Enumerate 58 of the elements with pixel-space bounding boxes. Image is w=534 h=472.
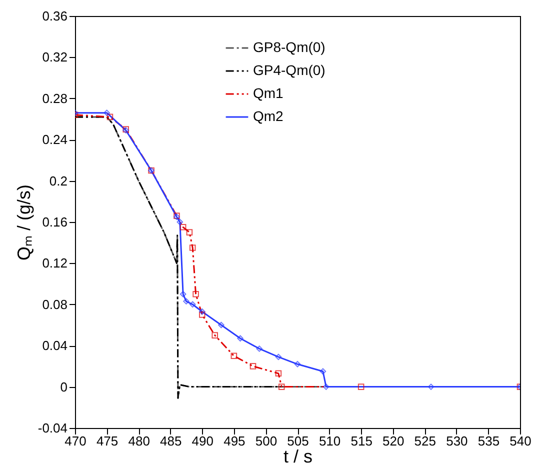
y-tick-label: 0.08 <box>42 296 68 312</box>
x-axis-title: t / s <box>283 446 313 466</box>
point <box>186 229 193 236</box>
x-tick-label: 505 <box>287 434 309 448</box>
point <box>183 298 190 304</box>
point <box>218 322 224 328</box>
x-tick-label: 525 <box>414 434 436 448</box>
x-tick-label: 535 <box>478 434 500 448</box>
legend-label: Qm1 <box>253 85 284 101</box>
legend-label: GP8-Qm(0) <box>253 39 326 55</box>
point <box>192 290 199 298</box>
y-tick-label: 0.28 <box>42 90 68 106</box>
point <box>256 346 263 352</box>
point <box>176 218 184 226</box>
x-tick-label: 500 <box>255 434 278 448</box>
point <box>198 308 206 315</box>
legend-label: Qm2 <box>253 108 284 124</box>
x-tick-label: 490 <box>192 434 214 448</box>
point <box>180 224 186 230</box>
x-tick-label: 530 <box>446 434 468 448</box>
point <box>104 110 110 116</box>
x-tick-label: 510 <box>318 434 341 448</box>
point <box>358 384 364 390</box>
x-tick-label: 520 <box>382 434 404 448</box>
y-tick-label: 0.32 <box>42 50 68 65</box>
x-tick-label: 515 <box>350 434 372 448</box>
point <box>180 290 186 298</box>
point <box>278 384 285 390</box>
point <box>237 335 244 342</box>
point <box>230 352 238 360</box>
x-tick-label: 480 <box>128 434 150 448</box>
point <box>322 384 330 390</box>
point <box>250 363 256 370</box>
point <box>294 360 301 368</box>
point <box>320 368 326 374</box>
point <box>189 244 196 251</box>
y-tick-label: 0.36 <box>42 8 68 24</box>
x-tick-label: 485 <box>160 434 182 448</box>
y-tick-label: 0.2 <box>49 173 68 188</box>
point <box>189 301 196 308</box>
y-tick-label: 0.24 <box>42 132 68 148</box>
point <box>275 354 282 360</box>
y-tick-label: 0.16 <box>42 214 68 230</box>
point <box>275 370 282 377</box>
x-tick-label: 470 <box>64 434 86 448</box>
point <box>212 332 218 338</box>
y-tick-label: -0.04 <box>38 420 68 436</box>
y-tick-label: 0 <box>60 379 68 394</box>
point <box>106 114 114 120</box>
x-tick-label: 475 <box>96 434 118 448</box>
y-tick-label: 0.12 <box>42 256 68 271</box>
point <box>198 312 206 318</box>
x-tick-label: 540 <box>510 434 532 448</box>
y-tick-label: 0.04 <box>42 338 68 354</box>
x-tick-label: 495 <box>224 434 246 448</box>
legend-label: GP4-Qm(0) <box>253 62 326 78</box>
y-axis-title: Qₘ / (g/s) <box>14 184 34 261</box>
point <box>428 384 434 390</box>
